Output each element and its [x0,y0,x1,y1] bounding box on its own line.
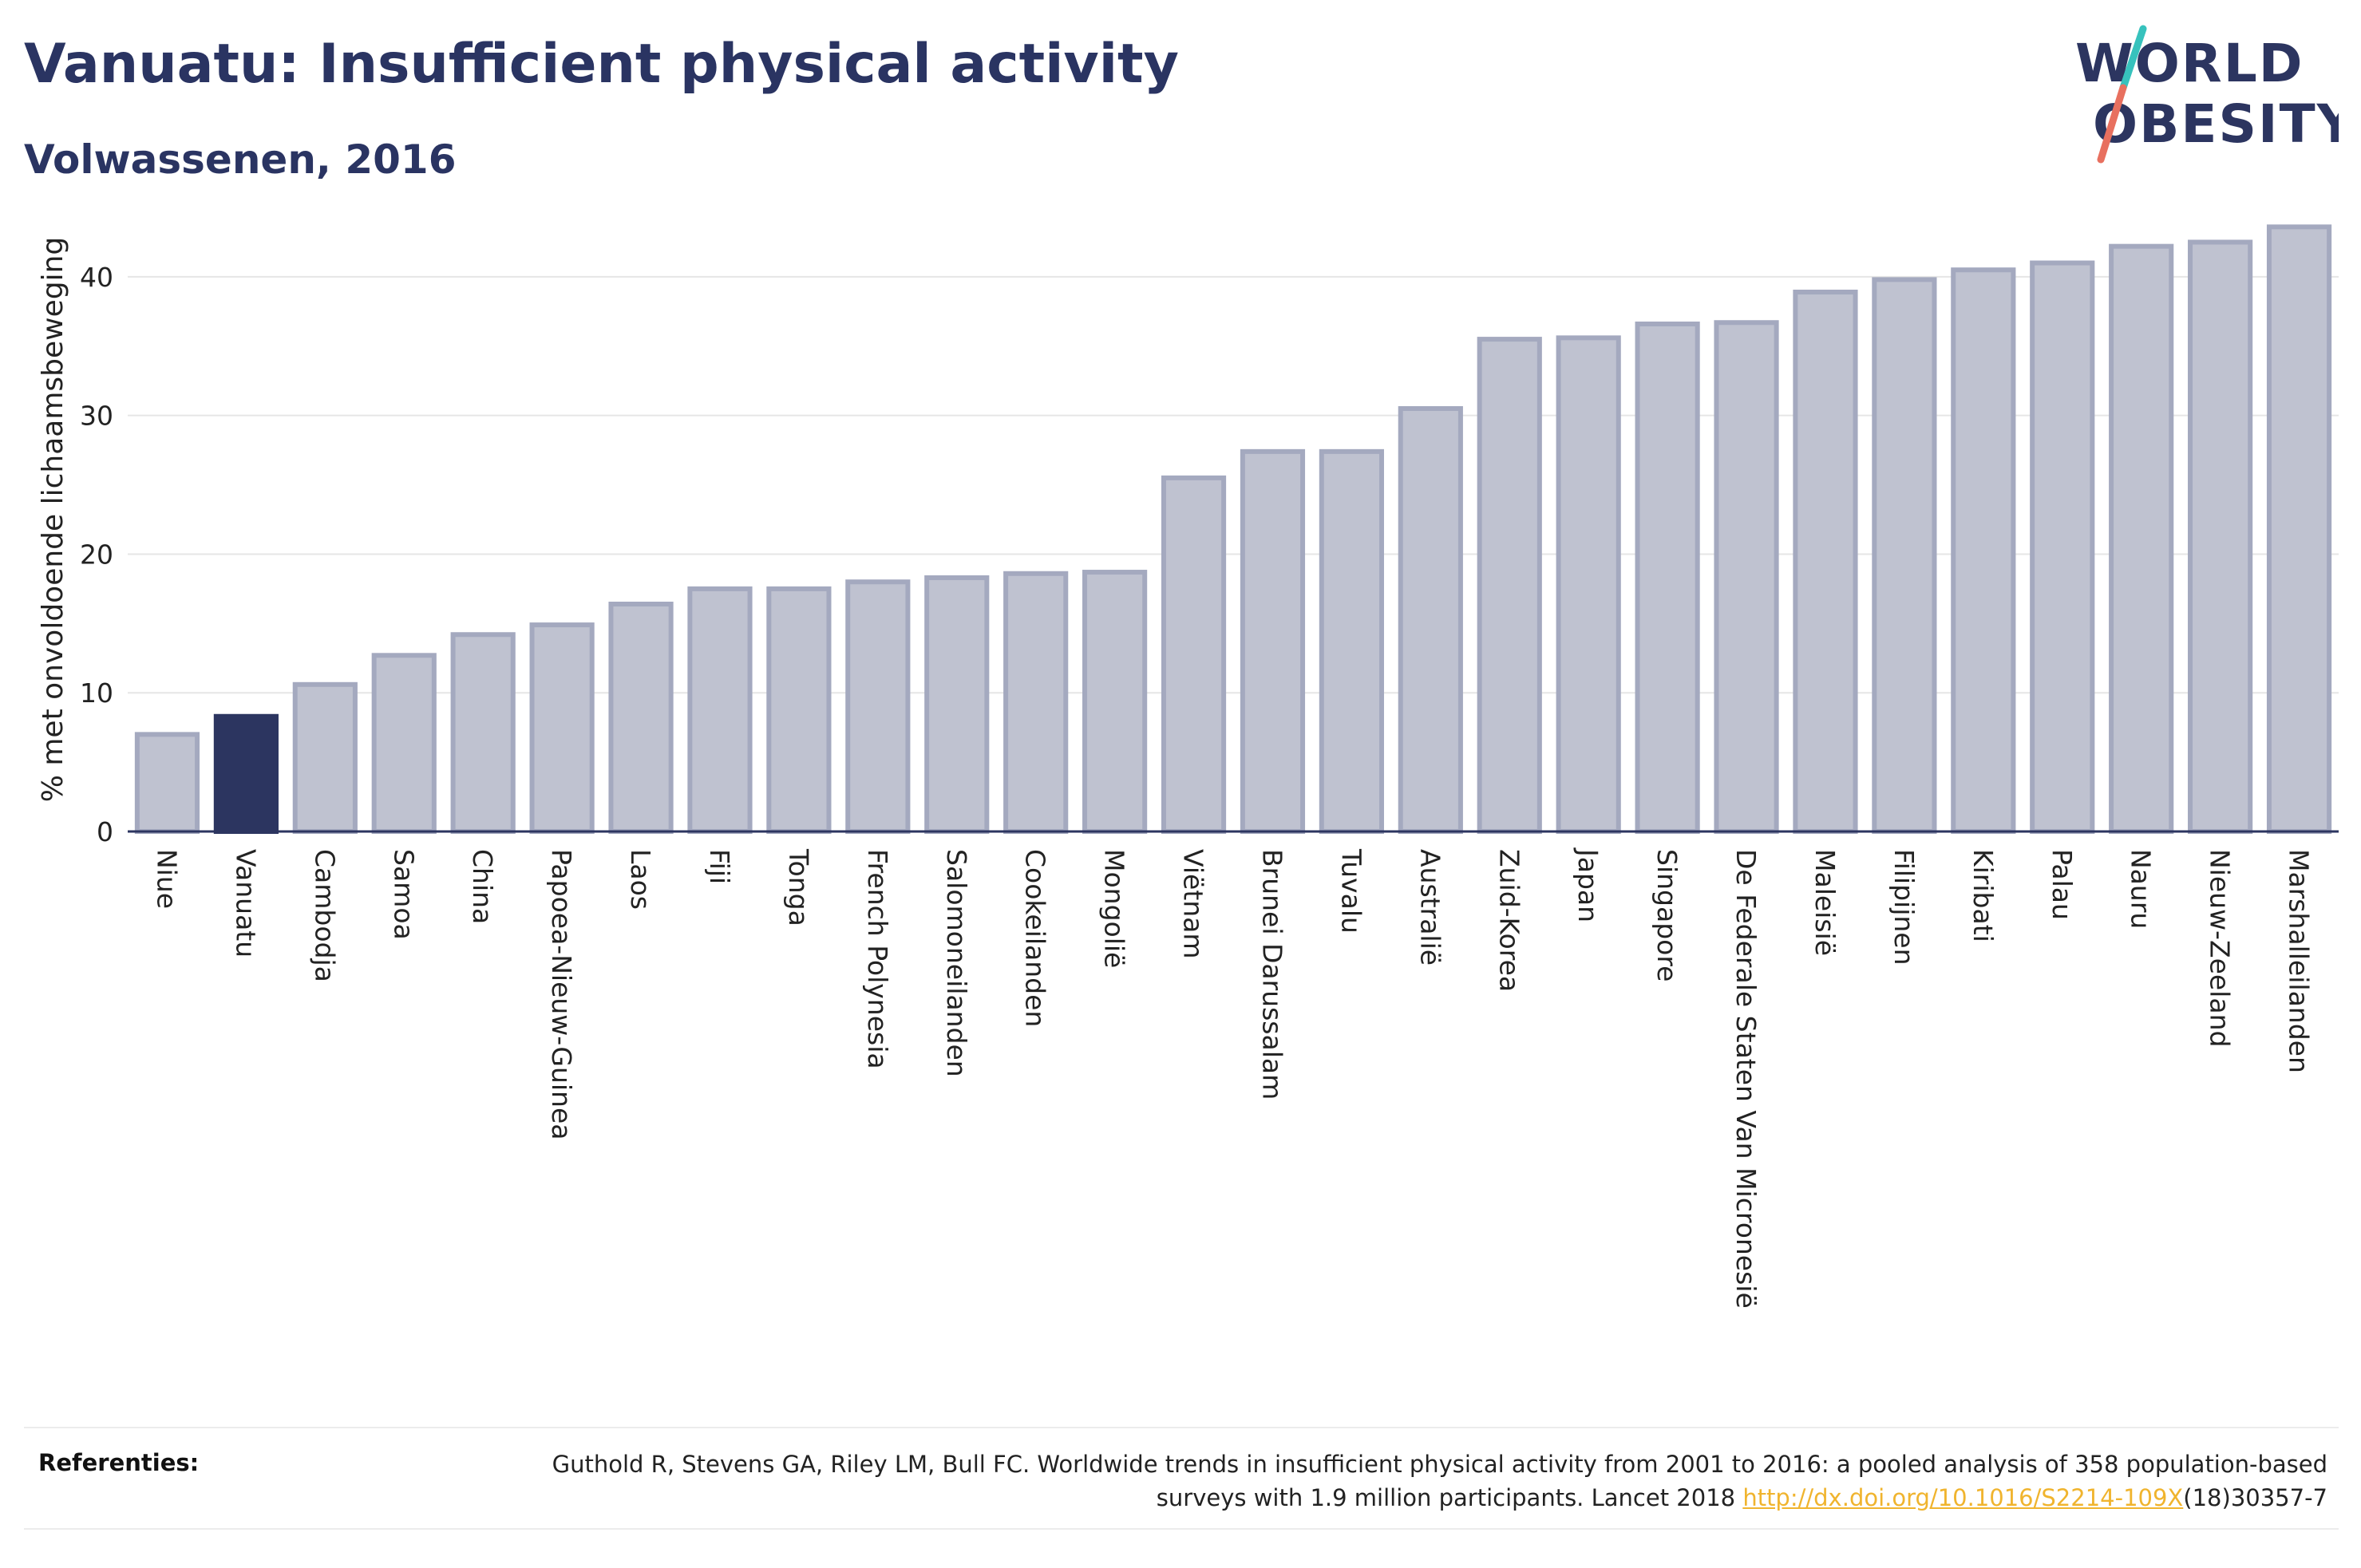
references-footer: Referenties: Guthold R, Stevens GA, Rile… [24,1427,2339,1530]
x-tick-label: Nieuw-Zeeland [2205,849,2236,1047]
bar-mongoli- [1082,570,1148,835]
y-tick-label: 0 [97,816,113,847]
reference-doi-link[interactable]: http://dx.doi.org/10.1016/S2214-109X [1742,1484,2184,1511]
logo-text-world: WORLD [2075,33,2304,94]
bar-niue [134,732,200,834]
x-tick-label: Laos [625,849,656,910]
bar-singapore [1635,321,1700,834]
chart-title: Vanuatu: Insufficient physical activity [24,33,1179,96]
bar-fiji [687,586,753,835]
bar-brunei-darussalam [1240,448,1306,834]
bar-cambodja [292,681,358,834]
bar-vi-tnam [1161,475,1227,834]
bar-japan [1556,335,1621,834]
chart-subtitle: Volwassenen, 2016 [24,136,457,183]
bar-palau [2030,260,2095,834]
y-tick-label: 40 [80,262,113,293]
x-tick-label: Filipijnen [1888,849,1920,966]
x-tick-label: Viëtnam [1178,849,1209,959]
bar-zuid-korea [1477,337,1542,835]
x-tick-label: Singapore [1651,849,1683,981]
bar-nieuw-zeeland [2188,239,2253,834]
y-tick-label: 10 [80,677,113,709]
x-tick-label: Mongolië [1099,849,1130,968]
x-tick-label: Tuvalu [1335,848,1366,934]
x-tick-label: Cookeilanden [1020,849,1051,1027]
x-tick-label: Nauru [2126,849,2157,929]
bar-tuvalu [1319,448,1384,834]
bar-cookeilanden [1003,571,1069,834]
bar-filipijnen [1872,277,1937,834]
bar-vanuatu [213,713,279,835]
bar-chart: 0 10 20 30 40 % met onvoldoende lichaamsbeweg… [37,224,2339,1309]
x-tick-label: Palau [2047,849,2078,920]
x-tick-label: Kiribati [1968,849,1999,942]
x-tick-label: Marshalleilanden [2284,849,2315,1073]
y-tick-label: 20 [80,539,113,570]
x-tick-label: Salomoneilanden [941,849,972,1077]
bar-french-polynesia [845,579,911,834]
x-tick-label: Vanuatu [230,849,261,958]
logo-text-obesity: OBESITY [2093,93,2339,155]
bar-australi- [1398,405,1463,834]
x-tick-label: Japan [1572,847,1604,922]
x-tick-label: French Polynesia [862,849,893,1069]
logo-slash-bottom [2097,84,2127,164]
bar-maleisi- [1793,290,1858,834]
references-label: Referenties: [38,1449,200,1476]
world-obesity-logo: WORLD OBESITY [2075,25,2339,164]
x-tick-label: Niue [151,849,182,909]
y-tick-label: 30 [80,401,113,432]
x-tick-label: Zuid-Korea [1493,849,1525,992]
bar-laos [608,602,674,834]
x-tick-label: Maleisië [1809,849,1841,956]
bar-nauru [2109,243,2174,834]
y-axis-title: % met onvoldoende lichaamsbeweging [37,237,69,803]
x-tick-label: Cambodja [309,849,340,982]
x-tick-label: China [467,849,498,924]
x-tick-label: Tonga [783,848,814,926]
bar-kiribati [1951,267,2016,834]
x-tick-label: De Federale Staten Van Micronesië [1730,849,1762,1309]
logo-slash-top [2119,25,2147,92]
bar-tonga [766,586,832,835]
bar-china [450,632,516,834]
x-tick-label: Fiji [704,849,735,884]
x-tick-label: Samoa [388,849,419,940]
bar-marshalleilanden [2266,224,2332,834]
bar-papoea-nieuw-guinea [529,622,595,834]
x-tick-label: Papoea-Nieuw-Guinea [546,849,577,1139]
bar-salomoneilanden [924,575,990,835]
reference-text-part1: Guthold R, Stevens GA, Riley LM, Bull FC… [552,1451,2327,1511]
x-tick-label: Australië [1414,849,1445,966]
bar-samoa [371,653,437,835]
reference-citation: Guthold R, Stevens GA, Riley LM, Bull FC… [492,1448,2327,1515]
reference-text-part2: (18)30357-7 [2183,1484,2327,1511]
x-tick-label: Brunei Darussalam [1256,849,1287,1100]
bar-de-federale-staten-van-micronesi- [1714,320,1779,835]
